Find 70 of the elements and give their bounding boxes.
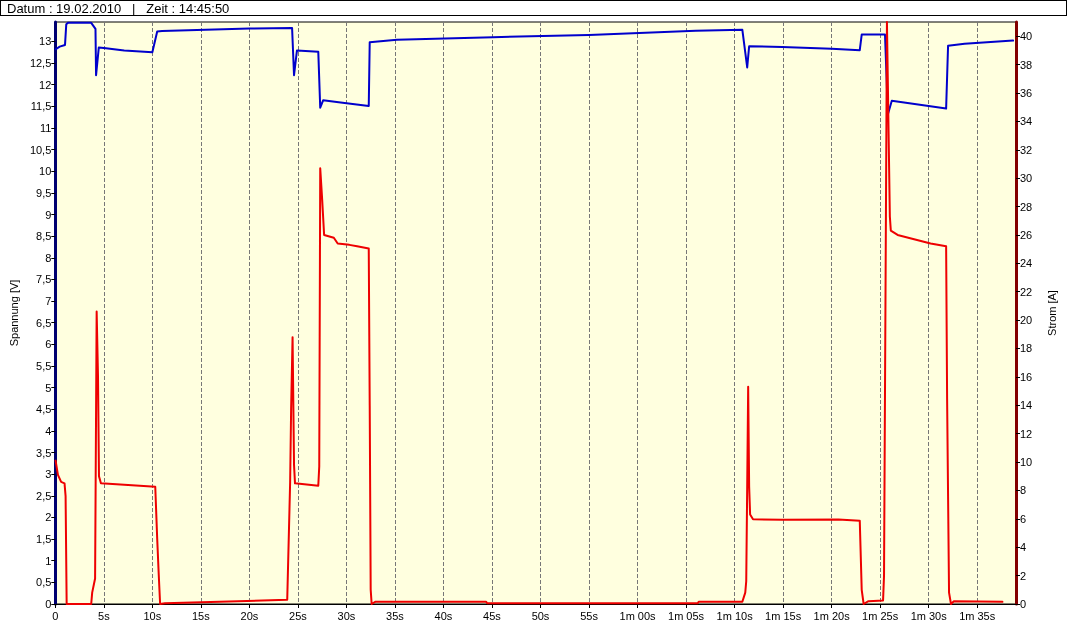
y2-tick-label: 22 [1020, 285, 1033, 298]
y-tick-label: 0,5 [36, 576, 52, 589]
y2-tick-label: 0 [1020, 598, 1027, 610]
y-tick-label: 0 [45, 598, 52, 610]
y2-tick-label: 2 [1020, 569, 1027, 582]
y-tick-label: 11 [39, 122, 52, 135]
x-tick-label: 1m 25s [862, 609, 899, 622]
y2-tick-label: 6 [1020, 512, 1027, 525]
y2-tick-label: 12 [1020, 427, 1033, 440]
y2-tick-label: 8 [1020, 484, 1027, 497]
y-tick-label: 9 [45, 208, 52, 221]
y2-tick-label: 28 [1020, 200, 1033, 213]
y2-axis-title: Strom [A] [1045, 290, 1058, 336]
y2-tick-label: 20 [1020, 314, 1033, 327]
y2-tick-label: 16 [1020, 370, 1033, 383]
x-tick-label: 45s [483, 609, 502, 622]
y-tick-label: 13 [39, 35, 52, 48]
x-tick-label: 5s [98, 609, 111, 622]
x-tick-label: 50s [531, 609, 550, 622]
y-tick-label: 12,5 [29, 57, 52, 70]
x-tick-label: 55s [580, 609, 599, 622]
y-tick-label: 9,5 [36, 186, 52, 199]
x-tick-label: 1m 10s [716, 609, 754, 622]
y2-tick-label: 14 [1020, 399, 1033, 412]
y-tick-label: 5 [45, 381, 52, 394]
y-tick-label: 2,5 [36, 489, 52, 502]
y-tick-label: 5,5 [36, 360, 52, 373]
x-tick-label: 1m 00s [619, 609, 657, 622]
x-tick-label: 1m 15s [765, 609, 802, 622]
y-tick-label: 2 [45, 511, 52, 524]
y2-tick-label: 40 [1020, 30, 1033, 43]
y2-tick-label: 30 [1020, 172, 1033, 185]
y-tick-label: 11,5 [30, 100, 52, 113]
x-tick-label: 1m 30s [910, 609, 948, 622]
y-tick-label: 4 [45, 424, 52, 437]
x-tick-label: 35s [386, 609, 405, 622]
y2-tick-label: 4 [1020, 541, 1027, 554]
y2-tick-label: 26 [1020, 228, 1033, 241]
x-tick-label: 25s [289, 609, 308, 622]
y2-tick-label: 38 [1020, 58, 1033, 71]
line-series [54, 21, 1004, 605]
y-tick-label: 1 [45, 554, 52, 567]
x-tick-label: 1m 35s [959, 609, 996, 622]
y2-tick-label: 32 [1020, 143, 1033, 156]
y-tick-label: 8,5 [36, 230, 52, 243]
y-tick-label: 10,5 [29, 143, 52, 156]
y2-tick-label: 36 [1020, 86, 1033, 99]
y-axis-title: Spannung [V] [7, 279, 20, 347]
y-tick-label: 3 [45, 468, 52, 481]
y-tick-label: 1,5 [36, 533, 52, 546]
y2-tick-label: 10 [1020, 456, 1033, 469]
y-tick-label: 3,5 [36, 446, 52, 459]
x-tick-label: 15s [191, 609, 211, 622]
y-tick-label: 8 [45, 251, 52, 264]
y-tick-label: 7,5 [36, 273, 52, 286]
x-tick-label: 1m 20s [813, 609, 851, 622]
y2-tick-label: 34 [1020, 115, 1033, 128]
y-tick-label: 6 [45, 338, 52, 351]
y-tick-label: 12 [39, 78, 52, 91]
x-tick-label: 10s [143, 609, 162, 622]
y-tick-label: 10 [39, 165, 52, 178]
x-tick-label: 1m 05s [668, 609, 705, 622]
y2-tick-label: 24 [1020, 257, 1033, 270]
x-tick-label: 30s [337, 609, 356, 622]
x-tick-label: 40s [434, 609, 453, 622]
y-tick-label: 6,5 [36, 316, 52, 329]
y2-tick-label: 18 [1020, 342, 1033, 355]
y-tick-label: 7 [45, 295, 52, 308]
y-tick-label: 4,5 [36, 403, 52, 416]
x-tick-label: 20s [240, 609, 259, 622]
